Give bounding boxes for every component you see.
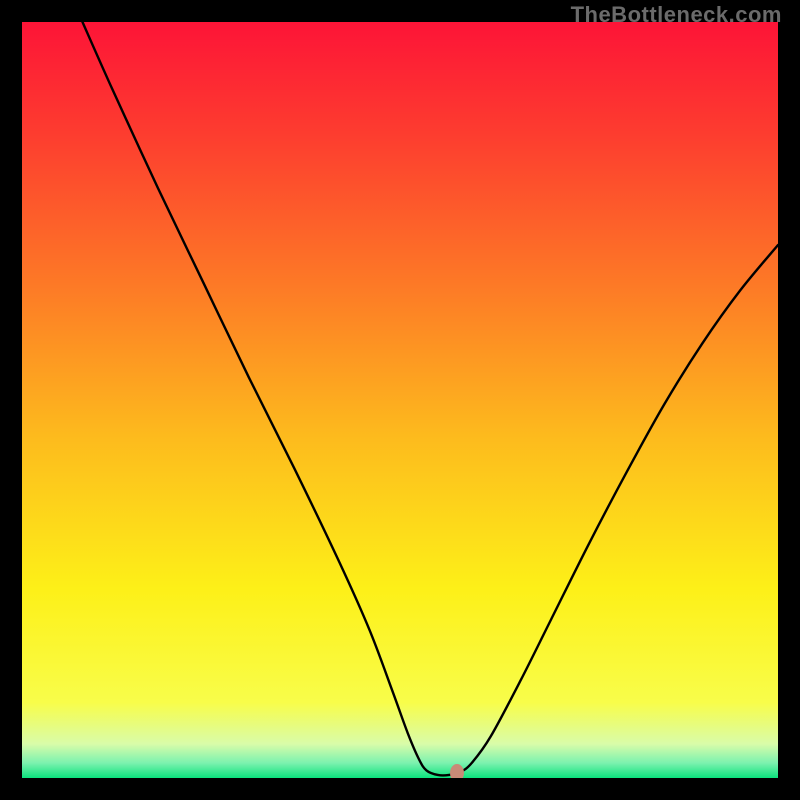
chart-frame: TheBottleneck.com bbox=[0, 0, 800, 800]
watermark-text: TheBottleneck.com bbox=[571, 2, 782, 28]
optimum-marker bbox=[450, 764, 464, 778]
bottleneck-curve bbox=[22, 22, 778, 778]
plot-area bbox=[22, 22, 778, 778]
